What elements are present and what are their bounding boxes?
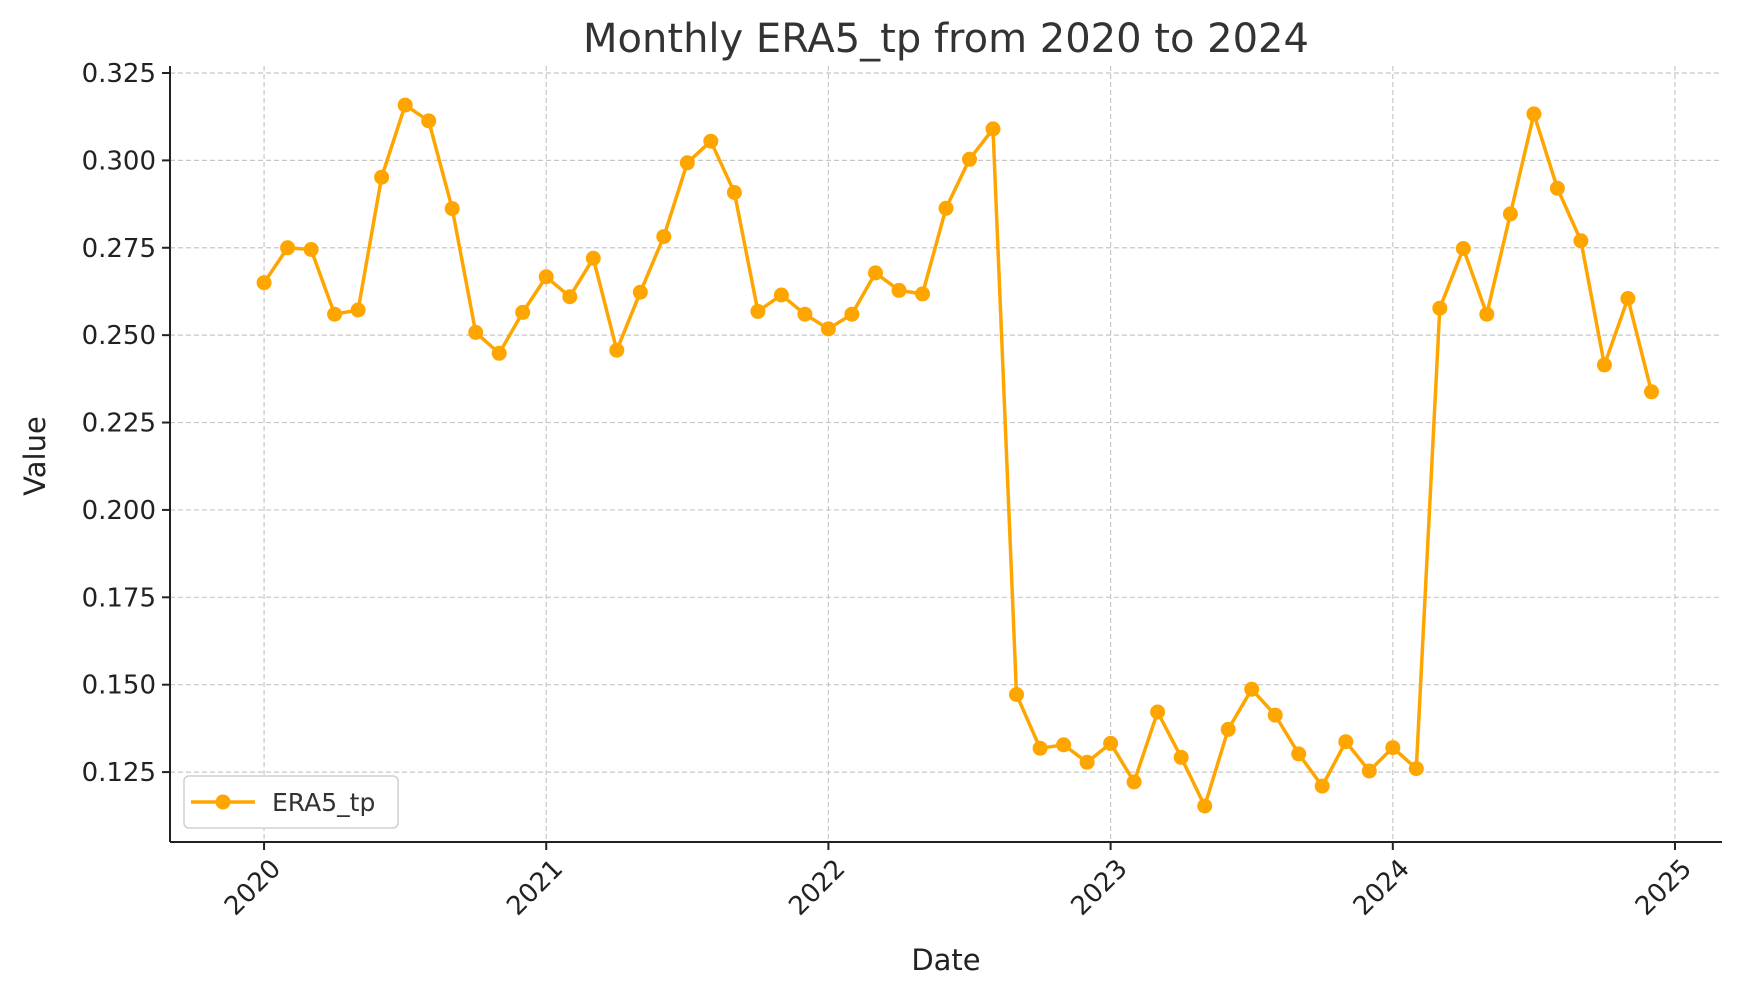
data-point	[1620, 291, 1636, 306]
data-point	[1385, 740, 1401, 756]
x-tick-label: 2021	[501, 854, 569, 922]
data-point	[844, 306, 860, 322]
data-point	[1502, 206, 1518, 222]
data-point	[538, 269, 554, 285]
data-point	[797, 306, 813, 322]
data-point	[679, 155, 695, 171]
data-point	[515, 304, 531, 320]
data-point	[985, 121, 1001, 137]
data-point	[280, 240, 296, 256]
x-tick-label: 2022	[783, 854, 851, 922]
y-tick-label: 0.325	[82, 59, 156, 89]
x-tick-label: 2023	[1066, 854, 1134, 922]
data-point	[1244, 681, 1260, 697]
data-point	[1432, 300, 1448, 316]
data-point	[703, 133, 719, 149]
data-point	[656, 229, 672, 245]
data-point	[868, 265, 883, 281]
x-axis-label: Date	[911, 943, 980, 977]
data-point	[1126, 774, 1142, 790]
data-point	[609, 342, 625, 358]
data-point	[750, 303, 766, 319]
data-point	[374, 169, 390, 185]
series-era5-tp	[256, 97, 1659, 814]
data-point	[303, 242, 319, 257]
data-point	[1291, 746, 1307, 762]
data-point	[1596, 357, 1612, 373]
x-axis-ticks: 2020 2021 2022 2023 2024 2025	[219, 842, 1698, 922]
data-point	[468, 324, 484, 340]
data-point	[1644, 384, 1659, 400]
data-point	[1479, 306, 1495, 322]
data-point	[444, 201, 460, 217]
data-point	[1220, 721, 1236, 737]
data-point	[1056, 737, 1072, 753]
x-tick-label: 2024	[1348, 854, 1416, 922]
data-point	[1549, 180, 1565, 196]
data-point	[773, 287, 789, 303]
y-tick-label: 0.125	[82, 758, 156, 788]
axes	[169, 66, 1722, 843]
data-point	[397, 97, 413, 113]
y-tick-label: 0.175	[82, 583, 156, 613]
grid-lines	[170, 66, 1722, 842]
data-point	[1573, 233, 1589, 249]
data-point	[632, 284, 648, 300]
y-tick-label: 0.150	[82, 671, 156, 701]
data-point	[350, 302, 366, 318]
data-point	[1173, 749, 1189, 765]
data-point	[327, 306, 343, 322]
data-point	[256, 275, 272, 291]
data-point	[1314, 778, 1330, 794]
data-point	[585, 250, 601, 266]
data-point	[1197, 798, 1213, 814]
data-point	[562, 289, 578, 305]
data-point	[1079, 754, 1095, 770]
data-point	[421, 113, 437, 129]
y-axis-label: Value	[18, 416, 52, 496]
data-point	[938, 200, 954, 216]
legend: ERA5_tp	[183, 775, 399, 829]
y-axis-ticks: 0.125 0.150 0.175 0.200 0.225 0.250 0.275 0.300…	[82, 59, 170, 788]
legend-label: ERA5_tp	[272, 788, 375, 817]
y-tick-label: 0.200	[82, 496, 156, 526]
legend-box	[183, 775, 399, 829]
data-point	[1032, 740, 1048, 756]
y-tick-label: 0.250	[82, 321, 156, 351]
y-tick-label: 0.225	[82, 409, 156, 439]
legend-marker-swatch	[215, 794, 231, 810]
data-point	[1526, 106, 1542, 122]
data-point	[891, 282, 907, 298]
series-line	[262, 103, 1654, 808]
data-point	[1455, 241, 1471, 256]
chart-title: Monthly ERA5_tp from 2020 to 2024	[583, 16, 1309, 62]
data-point	[1267, 707, 1283, 723]
data-point	[962, 151, 977, 167]
data-point	[1009, 687, 1024, 702]
x-tick-label: 2020	[219, 854, 287, 922]
y-tick-label: 0.275	[82, 234, 156, 264]
data-point	[1103, 735, 1119, 751]
y-tick-label: 0.300	[82, 146, 156, 176]
data-point	[915, 286, 930, 302]
data-point	[1361, 763, 1377, 779]
data-point	[1338, 734, 1354, 750]
data-point	[820, 321, 836, 337]
data-point	[1408, 761, 1424, 777]
x-tick-label: 2025	[1630, 854, 1698, 922]
data-point	[726, 185, 742, 200]
data-point	[1150, 704, 1166, 720]
data-point	[491, 345, 507, 361]
